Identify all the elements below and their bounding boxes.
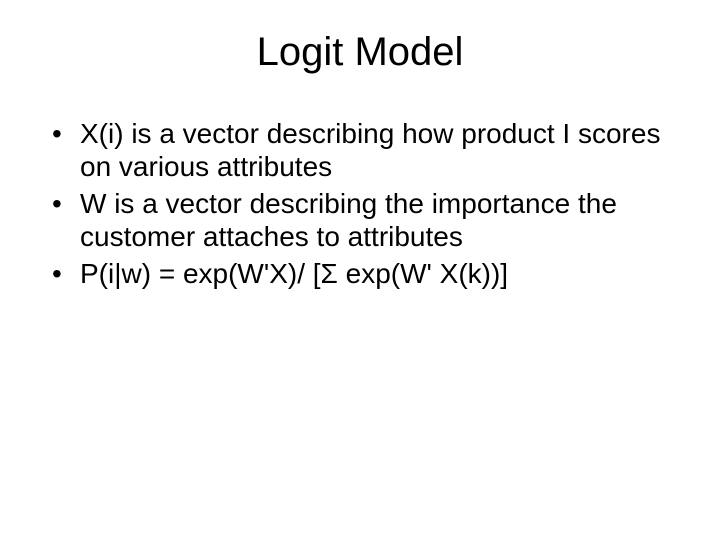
slide: Logit Model • X(i) is a vector describin… (0, 0, 720, 540)
bullet-text: W is a vector describing the importance … (80, 187, 680, 253)
bullet-dot-icon: • (52, 117, 80, 150)
slide-title: Logit Model (40, 30, 680, 75)
bullet-text: X(i) is a vector describing how product … (80, 117, 680, 183)
bullet-list: • X(i) is a vector describing how produc… (40, 117, 680, 290)
bullet-dot-icon: • (52, 187, 80, 220)
list-item: • X(i) is a vector describing how produc… (52, 117, 680, 183)
list-item: • P(i|w) = exp(W'X)/ [Σ exp(W' X(k))] (52, 257, 680, 290)
list-item: • W is a vector describing the importanc… (52, 187, 680, 253)
bullet-text: P(i|w) = exp(W'X)/ [Σ exp(W' X(k))] (80, 257, 680, 290)
bullet-dot-icon: • (52, 257, 80, 290)
